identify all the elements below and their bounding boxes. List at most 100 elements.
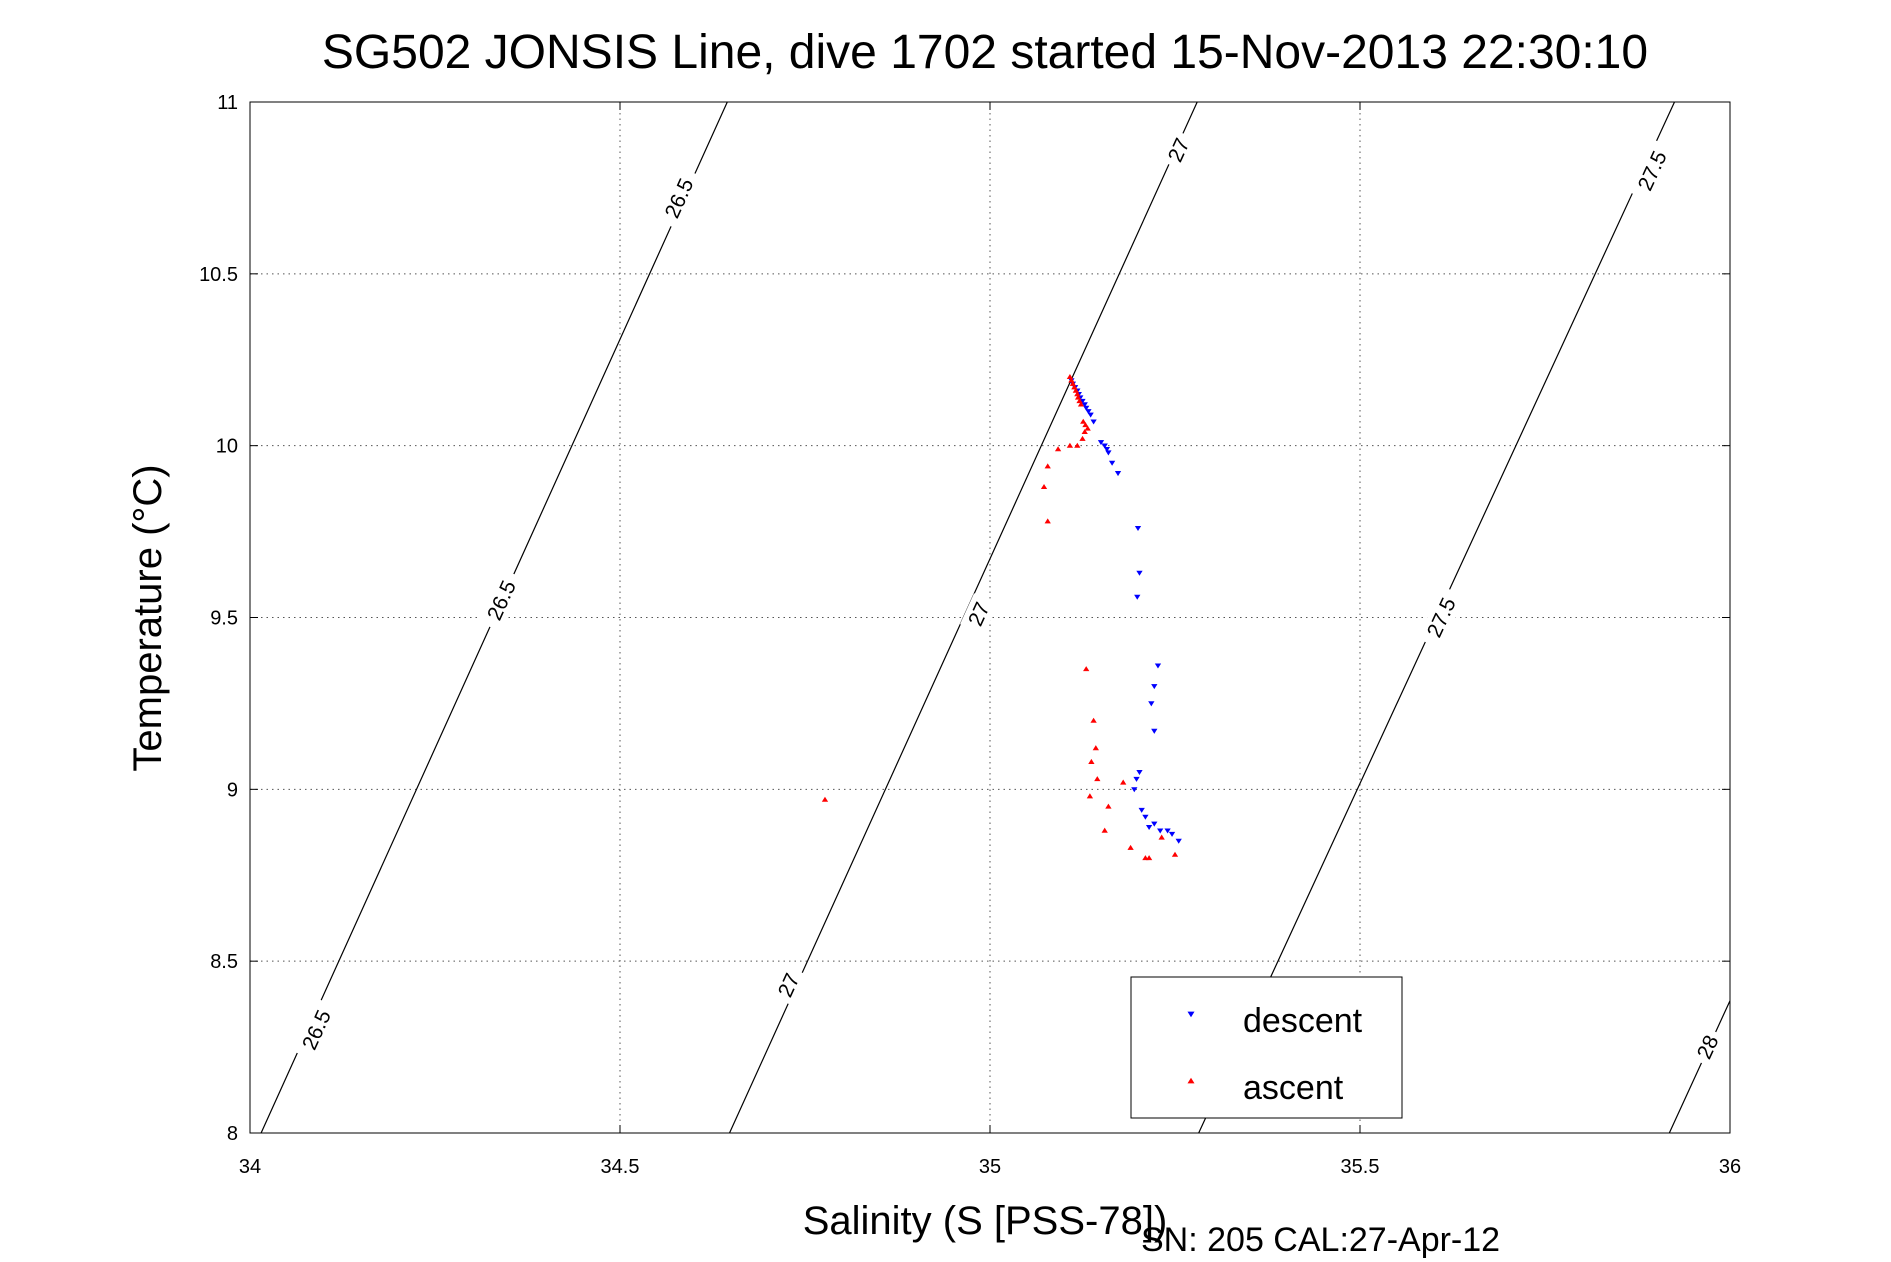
legend-box xyxy=(1130,976,1403,1119)
descent-point xyxy=(1138,807,1145,813)
descent-point xyxy=(1151,728,1158,734)
ascent-point xyxy=(1080,418,1087,424)
axis-ticks: 34 34.5 35 35.5 36 8 8.5 9 9.5 10 10.5 11 xyxy=(199,92,1741,1178)
descent-point xyxy=(1168,831,1176,837)
chart-title: SG502 JONSIS Line, dive 1702 started 15-… xyxy=(322,26,1648,79)
ascent-point xyxy=(1142,855,1149,861)
ascent-point xyxy=(1069,380,1077,386)
ascent-point xyxy=(821,796,829,802)
ascent-point xyxy=(1145,855,1153,861)
density-contour-label: 27 xyxy=(960,593,998,635)
ascent-point xyxy=(1074,442,1081,448)
descent-point xyxy=(1134,526,1142,532)
y-tick-label: 9.5 xyxy=(210,608,238,630)
ascent-point xyxy=(1068,377,1075,383)
ascent-point xyxy=(1105,803,1112,809)
density-contour-label: 26.5 xyxy=(477,568,526,633)
legend-marker-ascent xyxy=(1187,1077,1195,1084)
x-tick-label: 34 xyxy=(239,1156,261,1178)
contour-label-bg xyxy=(1159,129,1198,171)
ascent-point xyxy=(1086,793,1094,799)
contour-label-bg xyxy=(1688,1026,1727,1068)
descent-point xyxy=(1081,402,1088,408)
ascent-point xyxy=(1044,463,1051,469)
ascent-point xyxy=(1090,717,1097,723)
ascent-point xyxy=(1066,374,1074,380)
density-contour-label: 26.5 xyxy=(655,166,703,231)
ascent-point xyxy=(1066,442,1074,448)
descent-point xyxy=(1136,570,1143,576)
descent-point xyxy=(1085,409,1092,415)
x-tick-label: 36 xyxy=(1719,1156,1741,1178)
y-tick-label: 11 xyxy=(217,92,238,114)
descent-point xyxy=(1145,825,1153,831)
legend-label-ascent: ascent xyxy=(1243,1069,1344,1107)
descent-point xyxy=(1151,684,1158,690)
legend-descent-triangle xyxy=(1187,1011,1195,1018)
descent-point xyxy=(1087,412,1094,418)
ascent-point xyxy=(1074,394,1082,400)
ascent-point xyxy=(1082,422,1089,428)
legend-marker-descent xyxy=(1187,1011,1195,1018)
descent-point xyxy=(1164,828,1171,834)
descent-point xyxy=(1154,663,1162,669)
descent-point xyxy=(1108,460,1116,466)
density-contour-label: 27.5 xyxy=(1417,585,1466,650)
x-tick-label: 34.5 xyxy=(601,1156,640,1178)
footer-serial-calibration: SN: 205 CAL:27-Apr-12 xyxy=(1141,1221,1500,1259)
density-contour-label: 27.5 xyxy=(1628,138,1677,203)
descent-point xyxy=(1090,419,1097,425)
descent-point xyxy=(1142,814,1149,820)
legend: descent ascent xyxy=(1130,976,1403,1119)
ascent-point xyxy=(1079,435,1086,441)
descent-point xyxy=(1133,776,1140,782)
contour-label-bg xyxy=(1628,138,1677,203)
descent-point xyxy=(1105,450,1112,456)
y-tick-label: 10 xyxy=(216,436,238,458)
descent-point xyxy=(1136,770,1143,776)
descent-point xyxy=(1157,828,1164,834)
density-contour-label: 28 xyxy=(1688,1026,1727,1068)
contour-label-bg xyxy=(292,998,341,1062)
ascent-point xyxy=(1071,384,1078,390)
ascent-point xyxy=(1127,844,1134,850)
ascent-point xyxy=(1072,387,1079,393)
x-axis-label: Salinity (S [PSS-78]) xyxy=(803,1199,1168,1243)
ascent-point xyxy=(1084,425,1091,431)
grid-lines xyxy=(250,102,1730,1133)
density-contour-label: 27 xyxy=(769,964,808,1007)
descent-point xyxy=(1148,701,1155,707)
y-tick-label: 9 xyxy=(227,779,238,801)
descent-point xyxy=(1083,405,1090,411)
density-contour-line xyxy=(1668,1000,1731,1134)
legend-ascent-triangle xyxy=(1187,1077,1195,1084)
ascent-point xyxy=(1171,851,1179,857)
descent-point xyxy=(1131,787,1138,793)
contour-label-bg xyxy=(769,964,808,1007)
contour-label-bg xyxy=(477,568,526,633)
y-tick-label: 8.5 xyxy=(210,951,238,973)
descent-point xyxy=(1101,443,1108,449)
ascent-point xyxy=(1076,398,1083,404)
descent-point xyxy=(1151,821,1158,827)
ascent-point xyxy=(1054,446,1062,452)
descent-point xyxy=(1175,838,1182,844)
x-tick-label: 35 xyxy=(979,1156,1001,1178)
ascent-point xyxy=(1044,518,1051,524)
ascent-point xyxy=(1120,779,1127,785)
y-tick-label: 8 xyxy=(227,1123,238,1145)
x-tick-label: 35.5 xyxy=(1341,1156,1380,1178)
descent-point xyxy=(1097,440,1105,446)
ascent-point xyxy=(1094,776,1101,782)
y-axis-label: Temperature (°C) xyxy=(126,464,170,771)
ascent-point xyxy=(1081,429,1088,435)
ascent-point xyxy=(1088,758,1095,764)
ascent-point xyxy=(1040,484,1048,490)
contour-label-bg xyxy=(655,166,703,231)
descent-point xyxy=(1114,471,1122,477)
legend-label-descent: descent xyxy=(1243,1002,1363,1040)
y-tick-label: 10.5 xyxy=(199,264,238,286)
ascent-point xyxy=(1101,827,1108,833)
descent-point xyxy=(1134,594,1141,600)
